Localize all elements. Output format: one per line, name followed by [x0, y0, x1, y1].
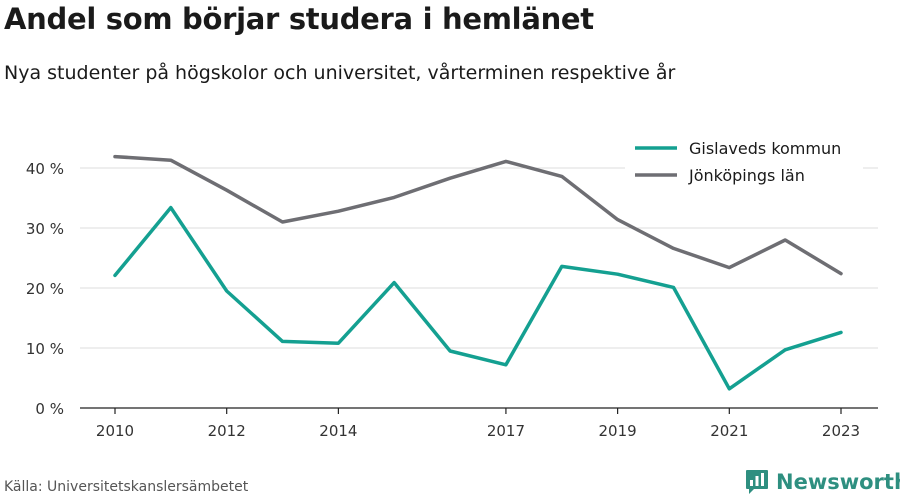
y-tick-label: 20 % — [26, 280, 64, 298]
x-tick-label: 2021 — [710, 422, 748, 440]
x-tick-label: 2010 — [96, 422, 134, 440]
legend-label: Gislaveds kommun — [689, 139, 841, 158]
brand-name: Newsworthy — [776, 470, 900, 494]
y-tick-label: 30 % — [26, 220, 64, 238]
y-tick-label: 10 % — [26, 340, 64, 358]
y-tick-label: 0 % — [35, 400, 64, 418]
x-tick-label: 2014 — [319, 422, 357, 440]
x-tick-label: 2019 — [599, 422, 637, 440]
source-note: Källa: Universitetskanslersämbetet — [4, 479, 249, 495]
x-tick-label: 2017 — [487, 422, 525, 440]
brand[interactable]: Newsworthy — [745, 467, 900, 497]
legend-background — [625, 134, 863, 190]
x-tick-label: 2012 — [208, 422, 246, 440]
line-chart: 0 % 10 % 20 % 30 % 40 % 2010 2012 2014 2017 2019 2… — [25, 134, 878, 440]
chart-subtitle: Nya studenter på högskolor och universit… — [4, 62, 676, 84]
series-line-gislaveds-kommun — [113, 205, 843, 391]
series-line-jönköpings-län — [113, 154, 843, 276]
x-tick-label: 2023 — [822, 422, 860, 440]
y-tick-label: 40 % — [26, 160, 64, 178]
legend-label: Jönköpings län — [688, 166, 805, 185]
chart-title: Andel som börjar studera i hemlänet — [4, 2, 594, 36]
newsworthy-logo-icon — [746, 470, 768, 494]
